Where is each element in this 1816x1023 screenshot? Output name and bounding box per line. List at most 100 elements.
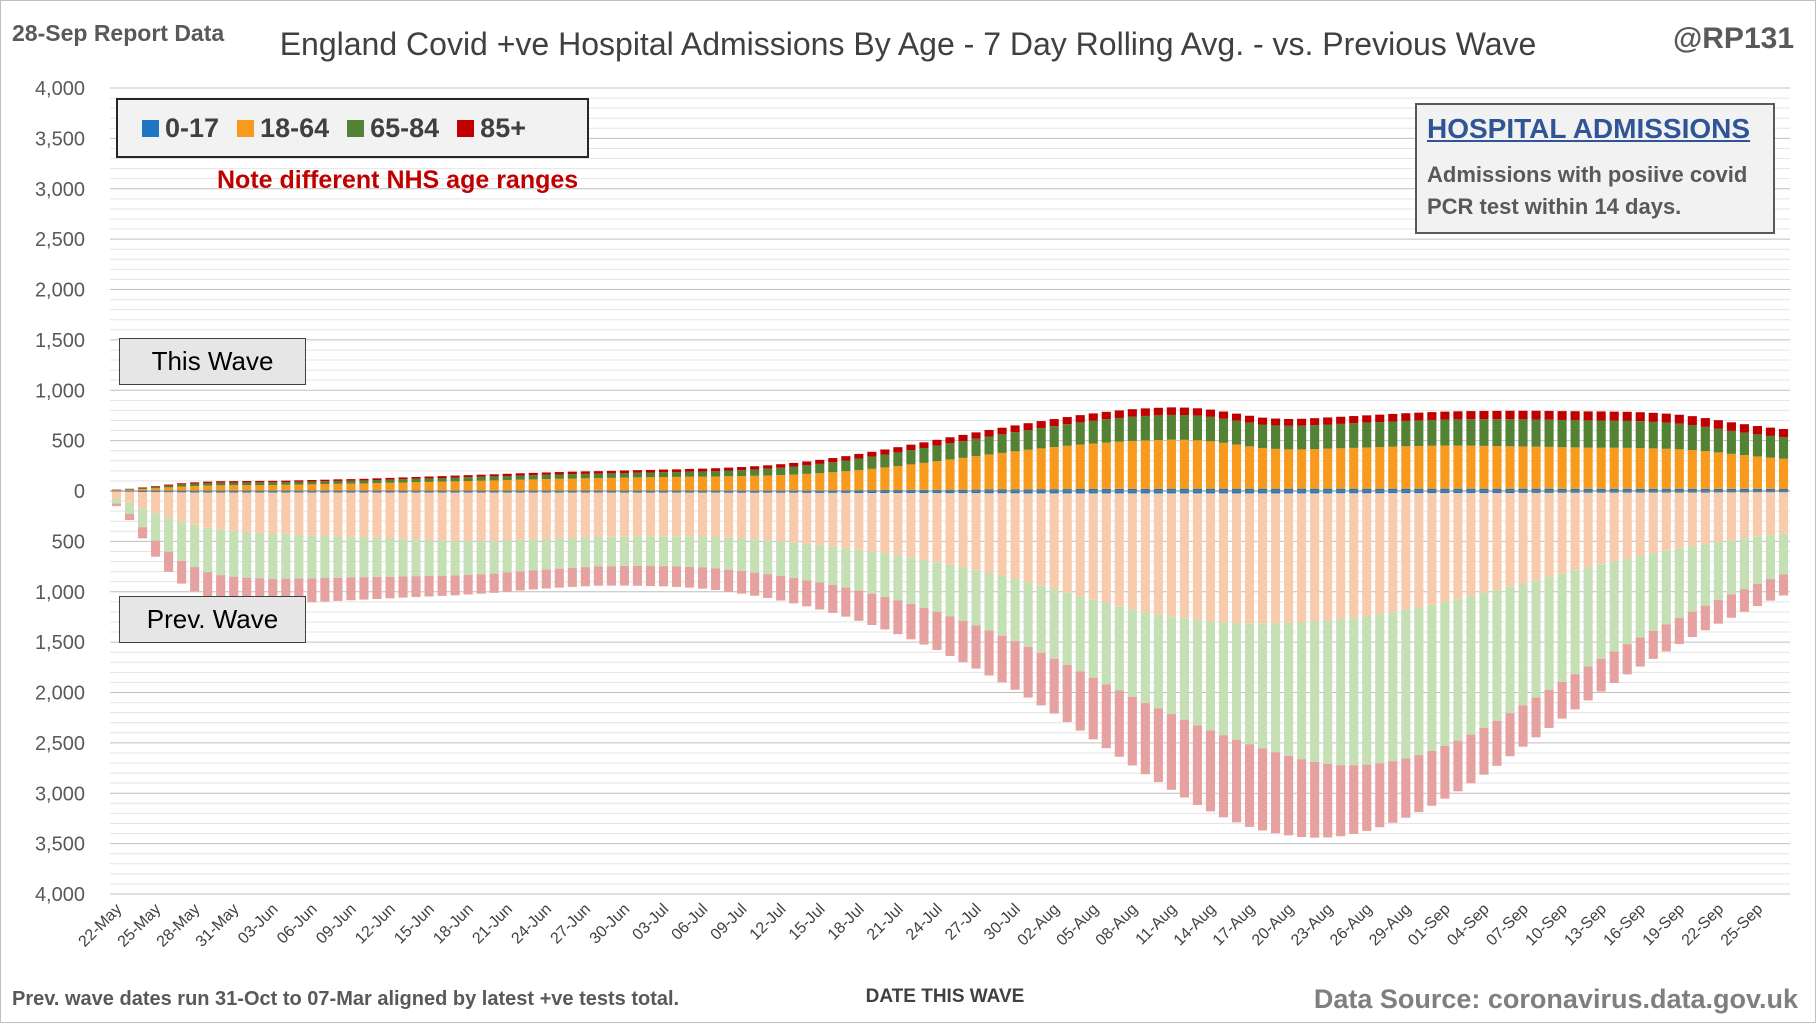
prev-wave-bar-65-84 — [854, 549, 864, 591]
prev-wave-label: Prev. Wave — [119, 596, 306, 643]
this-wave-bar-65-84 — [1505, 419, 1515, 447]
prev-wave-bar-18-64 — [1440, 493, 1450, 602]
prev-wave-bar-85+ — [1192, 725, 1202, 806]
prev-wave-bar-65-84 — [1557, 573, 1567, 682]
prev-wave-bar-65-84 — [177, 521, 187, 561]
this-wave-bar-65-84 — [841, 460, 851, 472]
this-wave-bar-85+ — [476, 474, 486, 477]
x-tick-label: 10-Sep — [1522, 901, 1571, 950]
prev-wave-bar-0-17 — [711, 491, 721, 493]
prev-wave-bar-18-64 — [1336, 493, 1346, 620]
prev-wave-bar-18-64 — [1153, 493, 1163, 615]
prev-wave-bar-65-84 — [294, 534, 304, 579]
prev-wave-bar-65-84 — [1479, 592, 1489, 728]
prev-wave-bar-0-17 — [567, 491, 577, 493]
prev-wave-bar-65-84 — [437, 540, 447, 576]
prev-wave-bar-0-17 — [789, 491, 799, 493]
this-wave-bar-18-64 — [437, 481, 447, 491]
prev-wave-bar-0-17 — [502, 491, 512, 493]
prev-wave-bar-85+ — [1531, 697, 1541, 738]
prev-wave-bar-0-17 — [1375, 491, 1385, 494]
x-axis-title: DATE THIS WAVE — [865, 986, 1025, 1007]
this-wave-bar-65-84 — [1192, 415, 1202, 441]
y-tick-label: 3,500 — [35, 128, 85, 150]
this-wave-bar-18-64 — [1375, 447, 1385, 489]
this-wave-bar-18-64 — [450, 481, 460, 491]
prev-wave-bar-65-84 — [1531, 580, 1541, 698]
prev-wave-bar-85+ — [1700, 605, 1710, 631]
prev-wave-bar-0-17 — [724, 491, 734, 493]
this-wave-bar-18-64 — [281, 484, 291, 491]
this-wave-bar-65-84 — [177, 484, 187, 487]
this-wave-bar-18-64 — [1557, 447, 1567, 489]
this-wave-bar-65-84 — [294, 481, 304, 485]
this-wave-bar-18-64 — [242, 485, 252, 491]
prev-wave-bar-0-17 — [476, 491, 486, 493]
this-wave-bar-0-17 — [1713, 488, 1723, 491]
prev-wave-bar-85+ — [1778, 574, 1789, 596]
this-wave-bar-65-84 — [580, 473, 590, 479]
this-wave-bar-65-84 — [1700, 426, 1710, 452]
this-wave-bar-65-84 — [789, 466, 799, 475]
prev-wave-bar-85+ — [268, 578, 278, 604]
prev-wave-bar-65-84 — [1036, 585, 1046, 653]
prev-wave-bar-85+ — [216, 575, 226, 601]
prev-wave-bar-18-64 — [346, 492, 356, 537]
this-wave-bar-18-64 — [1140, 440, 1150, 489]
this-wave-bar-18-64 — [1583, 447, 1593, 489]
this-wave-bar-85+ — [346, 479, 356, 481]
prev-wave-bar-0-17 — [1505, 491, 1515, 494]
this-wave-bar-0-17 — [1427, 488, 1437, 491]
prev-wave-bar-85+ — [619, 566, 629, 586]
prev-wave-bar-0-17 — [1492, 491, 1502, 494]
prev-wave-bar-0-17 — [411, 491, 421, 493]
prev-wave-bar-18-64 — [1349, 493, 1359, 618]
this-wave-bar-18-64 — [632, 477, 642, 491]
prev-wave-bar-18-64 — [1635, 492, 1645, 556]
this-wave-bars — [111, 407, 1789, 491]
this-wave-bar-85+ — [893, 447, 903, 453]
prev-wave-bar-85+ — [1570, 674, 1580, 710]
prev-wave-bar-85+ — [177, 560, 187, 584]
this-wave-bar-85+ — [919, 442, 929, 448]
prev-wave-bar-18-64 — [111, 491, 122, 499]
this-wave-bar-0-17 — [1205, 488, 1216, 491]
prev-wave-bar-65-84 — [684, 536, 695, 567]
this-wave-bar-85+ — [789, 462, 799, 467]
this-wave-bar-65-84 — [698, 471, 708, 477]
legend-label-18-64: 18-64 — [260, 112, 330, 143]
prev-wave-bar-18-64 — [684, 492, 695, 537]
prev-wave-bar-18-64 — [307, 492, 317, 536]
prev-wave-bar-18-64 — [1557, 492, 1567, 574]
prev-wave-bar-85+ — [1583, 666, 1593, 701]
this-wave-bar-65-84 — [1375, 422, 1385, 448]
prev-wave-bar-65-84 — [502, 540, 512, 573]
this-wave-bar-0-17 — [1075, 488, 1085, 491]
this-wave-bar-85+ — [1271, 418, 1281, 426]
this-wave-bar-0-17 — [958, 489, 968, 491]
this-wave-bar-0-17 — [1726, 488, 1736, 491]
x-tick-label: 29-Aug — [1366, 901, 1415, 950]
this-wave-bar-0-17 — [1218, 488, 1229, 491]
prev-wave-bar-18-64 — [841, 492, 851, 548]
prev-wave-bar-85+ — [1518, 705, 1528, 747]
prev-wave-bar-18-64 — [190, 492, 200, 525]
this-wave-bar-65-84 — [750, 469, 760, 476]
prev-wave-bar-65-84 — [880, 553, 890, 597]
prev-wave-bar-18-64 — [1492, 493, 1502, 590]
this-wave-bar-18-64 — [802, 473, 812, 491]
x-tick-label: 03-Jun — [235, 901, 282, 948]
this-wave-bar-0-17 — [906, 489, 916, 491]
this-wave-bar-85+ — [815, 459, 825, 464]
prev-wave-bar-18-64 — [1127, 493, 1137, 610]
prev-wave-bar-85+ — [997, 635, 1007, 683]
this-wave-bar-65-84 — [997, 434, 1007, 453]
this-wave-bar-85+ — [958, 434, 968, 442]
this-wave-bar-18-64 — [1765, 457, 1776, 489]
prev-wave-bar-18-64 — [398, 492, 408, 539]
this-wave-bar-18-64 — [1505, 446, 1515, 489]
this-wave-bar-0-17 — [1192, 488, 1202, 491]
this-wave-bar-0-17 — [1049, 489, 1059, 491]
prev-wave-bar-65-84 — [711, 537, 721, 569]
this-wave-bar-65-84 — [554, 474, 564, 479]
